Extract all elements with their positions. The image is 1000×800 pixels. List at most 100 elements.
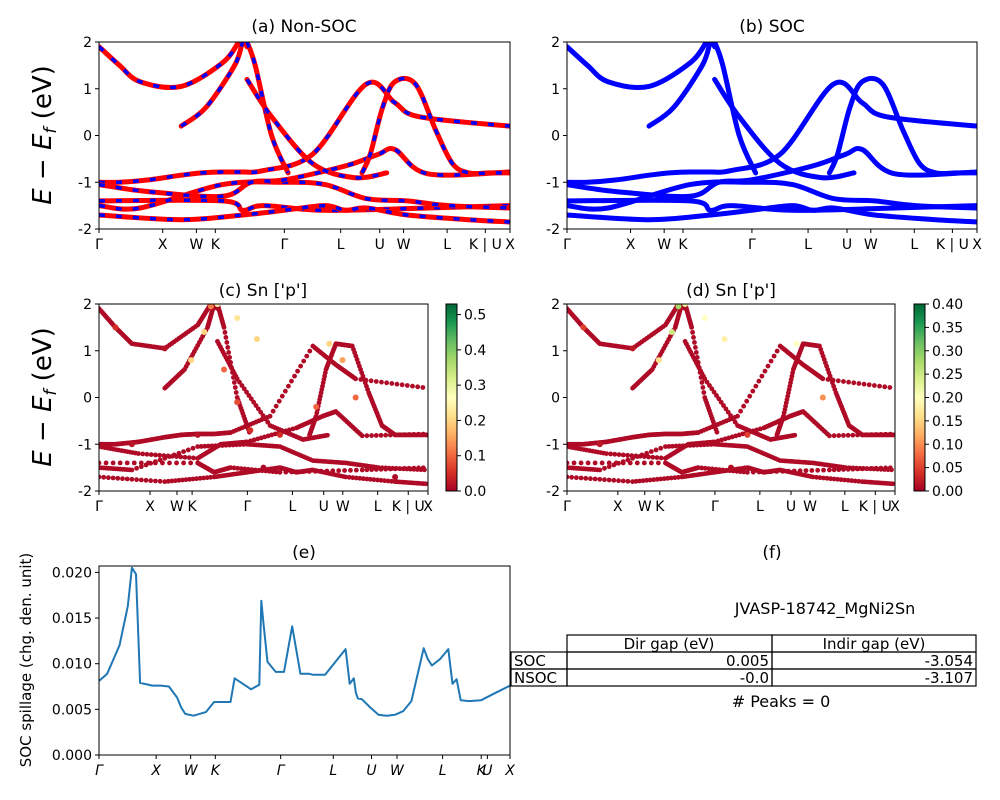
scatter-point	[400, 466, 406, 472]
scatter-point	[625, 478, 631, 484]
scatter-point	[383, 432, 389, 438]
scatter-point	[304, 353, 310, 359]
panel-a-ytick-label: 2	[83, 35, 92, 51]
scatter-point	[792, 432, 798, 438]
scatter-point	[231, 380, 237, 385]
colorbar-tick-label: 0.0	[464, 484, 486, 500]
panel-c-ytick-label: -2	[78, 484, 92, 500]
panel-e-xtick-label: Γ	[277, 763, 286, 779]
scatter-point	[583, 475, 589, 481]
scatter-point	[198, 444, 204, 449]
table-row-soc-dir: 0.005	[726, 652, 769, 670]
scatter-point	[342, 468, 347, 473]
scatter-point	[842, 477, 848, 483]
scatter-point	[831, 467, 837, 473]
scatter-point	[298, 363, 304, 369]
scatter-point	[616, 478, 621, 484]
scatter-point	[768, 358, 774, 364]
scatter-point	[292, 373, 297, 379]
scatter-point	[699, 465, 705, 471]
panel-b-ytick-label: 1	[551, 82, 560, 98]
scatter-point	[567, 460, 570, 466]
scatter-point-weighted	[188, 357, 195, 364]
scatter-point	[410, 383, 415, 389]
scatter-point	[138, 464, 144, 470]
scatter-point	[665, 475, 671, 481]
scatter-point	[658, 455, 664, 461]
scatter-point	[644, 477, 650, 483]
scatter-point	[856, 478, 862, 484]
scatter-point	[875, 466, 880, 472]
panel-b-xtick-label: X	[972, 237, 982, 253]
scatter-point	[702, 376, 708, 382]
scatter-point	[569, 474, 575, 480]
scatter-point	[860, 466, 866, 471]
scatter-point	[157, 452, 163, 458]
scatter-point	[608, 451, 613, 457]
band-line-a-dash	[99, 80, 510, 185]
scatter-point	[379, 379, 384, 385]
scatter-point	[101, 474, 107, 480]
scatter-point	[661, 476, 667, 482]
panel-a-xtick-label: X	[505, 237, 515, 253]
scatter-point	[809, 468, 815, 473]
panel-c-ytick-label: 2	[83, 297, 92, 313]
panel-d-ytick-label: -2	[546, 484, 560, 500]
scatter-point	[606, 464, 612, 470]
scatter-point	[693, 350, 699, 355]
scatter-point	[578, 475, 584, 481]
colorbar-tick-label: 0.4	[464, 343, 486, 359]
scatter-point	[747, 393, 753, 399]
scatter-point	[169, 453, 175, 459]
scatter-point	[407, 466, 413, 472]
table-row-soc-indir: -3.054	[925, 652, 973, 670]
panel-e-ytick-label: 0.015	[52, 611, 92, 627]
scatter-point	[745, 469, 750, 475]
scatter-point	[258, 409, 264, 415]
scatter-point	[140, 451, 146, 457]
scatter-point	[701, 390, 707, 395]
panel-c-xtick-label: K | U	[392, 499, 425, 515]
scatter-point-weighted	[819, 394, 826, 401]
scatter-point	[597, 467, 603, 473]
scatter-point	[187, 476, 192, 482]
scatter-point-weighted	[253, 336, 260, 343]
scatter-point	[841, 433, 846, 438]
scatter-point-weighted	[201, 329, 208, 336]
scatter-point	[835, 378, 841, 384]
panel-c-ytick-label: -1	[78, 437, 92, 453]
scatter-point	[620, 452, 626, 458]
scatter-point	[404, 383, 410, 388]
scatter-point	[728, 413, 733, 418]
scatter-point	[815, 467, 821, 473]
band-line-a-dash	[99, 203, 510, 224]
panel-e-xtick-label: L	[329, 763, 337, 779]
scatter-point-weighted	[728, 464, 734, 471]
panel-b-xtick-label: W	[657, 237, 671, 253]
scatter-point	[144, 451, 150, 457]
scatter-point	[723, 406, 729, 412]
scatter-point	[148, 460, 154, 466]
scatter-point-weighted	[682, 304, 689, 307]
panel-a-ylabel: E − Ef (eV)	[28, 65, 61, 205]
scatter-point	[262, 416, 268, 422]
scatter-point	[882, 384, 888, 390]
panel-c-xtick-label: Γ	[95, 499, 103, 515]
panel-d-title: (d) Sn ['p']	[686, 281, 776, 301]
panel-b-xtick-label: K	[678, 237, 688, 253]
scatter-point	[850, 465, 856, 471]
scatter-point	[277, 469, 283, 475]
scatter-point	[238, 466, 244, 472]
panel-d-xtick-label: W	[803, 499, 817, 515]
panel-a-title: (a) Non-SOC	[251, 17, 356, 37]
scatter-point	[353, 467, 359, 473]
scatter-point-weighted	[701, 315, 708, 322]
scatter-point	[753, 383, 759, 389]
panel-c-ytick-label: 0	[83, 391, 92, 407]
scatter-point	[709, 466, 715, 472]
panel-c-scatter	[99, 304, 428, 487]
scatter-point	[183, 477, 189, 483]
scatter-point	[765, 363, 771, 369]
scatter-point	[378, 432, 384, 438]
scatter-point	[658, 445, 664, 451]
